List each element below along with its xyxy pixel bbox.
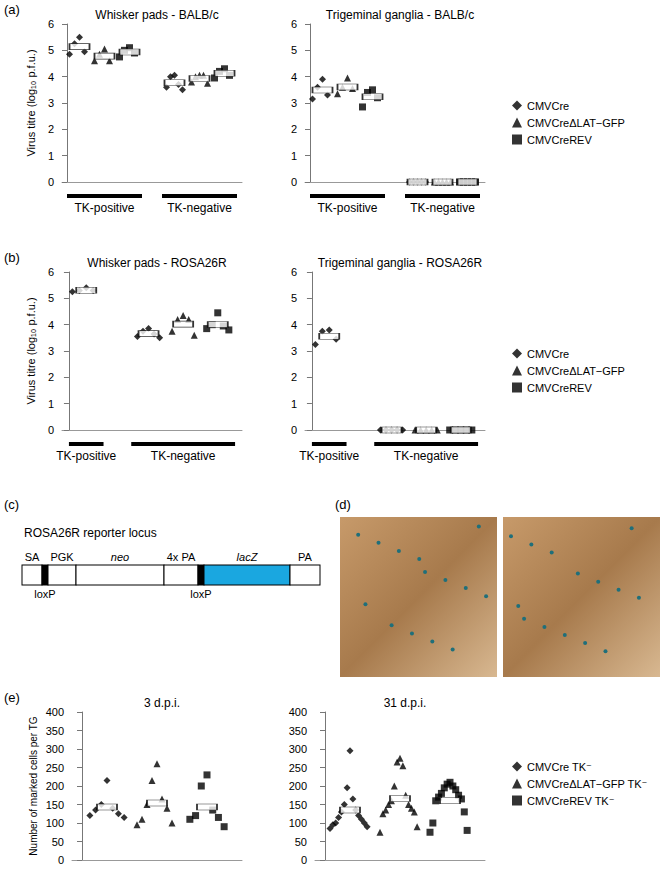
svg-text:3: 3 — [48, 97, 54, 109]
svg-text:CMVCre: CMVCre — [527, 348, 569, 360]
svg-text:4x PA: 4x PA — [167, 551, 196, 563]
svg-text:Trigeminal ganglia - BALB/c: Trigeminal ganglia - BALB/c — [326, 8, 474, 22]
svg-text:3: 3 — [48, 345, 54, 357]
svg-text:2: 2 — [48, 123, 54, 135]
svg-text:50: 50 — [295, 836, 307, 848]
svg-text:4: 4 — [291, 319, 297, 331]
html-text:(d): (d) — [335, 497, 351, 512]
svg-text:50: 50 — [52, 836, 64, 848]
svg-text:TK-positive: TK-positive — [299, 449, 359, 463]
svg-text:TK-positive: TK-positive — [56, 449, 116, 463]
svg-text:250: 250 — [289, 762, 307, 774]
html-text:(c): (c) — [4, 497, 20, 512]
svg-text:loxP: loxP — [34, 588, 55, 600]
svg-text:5: 5 — [48, 44, 54, 56]
svg-text:TK-negative: TK-negative — [151, 449, 216, 463]
svg-text:5: 5 — [291, 44, 297, 56]
svg-text:200: 200 — [289, 780, 307, 792]
svg-text:TK-negative: TK-negative — [394, 449, 459, 463]
svg-text:CMVCre TK⁻: CMVCre TK⁻ — [527, 761, 592, 773]
svg-text:0: 0 — [301, 854, 307, 866]
svg-text:2: 2 — [291, 371, 297, 383]
svg-text:CMVCreREV TK⁻: CMVCreREV TK⁻ — [527, 795, 615, 807]
svg-text:6: 6 — [48, 266, 54, 278]
svg-text:TK-negative: TK-negative — [410, 201, 475, 215]
svg-text:1: 1 — [291, 150, 297, 162]
svg-text:CMVCreΔLAT−GFP TK⁻: CMVCreΔLAT−GFP TK⁻ — [527, 778, 648, 790]
svg-text:250: 250 — [46, 762, 64, 774]
svg-text:350: 350 — [46, 725, 64, 737]
svg-text:0: 0 — [291, 424, 297, 436]
svg-text:ROSA26R reporter locus: ROSA26R reporter locus — [24, 526, 157, 540]
svg-text:3: 3 — [291, 97, 297, 109]
svg-text:150: 150 — [46, 799, 64, 811]
svg-text:6: 6 — [291, 18, 297, 30]
svg-text:Virus titre (log₁₀ p.f.u.): Virus titre (log₁₀ p.f.u.) — [25, 49, 37, 156]
svg-text:150: 150 — [289, 799, 307, 811]
svg-text:6: 6 — [48, 18, 54, 30]
svg-text:1: 1 — [291, 398, 297, 410]
html-text:(b): (b) — [4, 250, 20, 265]
svg-text:PGK: PGK — [50, 551, 74, 563]
svg-text:0: 0 — [48, 424, 54, 436]
svg-text:TK-positive: TK-positive — [317, 201, 377, 215]
svg-text:0: 0 — [291, 176, 297, 188]
svg-text:0: 0 — [58, 854, 64, 866]
svg-text:4: 4 — [291, 71, 297, 83]
svg-text:Virus titre (log₁₀ p.f.u.): Virus titre (log₁₀ p.f.u.) — [25, 297, 37, 404]
svg-text:400: 400 — [46, 706, 64, 718]
svg-text:CMVCreΔLAT−GFP: CMVCreΔLAT−GFP — [527, 117, 625, 129]
svg-text:2: 2 — [291, 123, 297, 135]
svg-text:neo: neo — [111, 551, 129, 563]
svg-text:6: 6 — [291, 266, 297, 278]
svg-text:300: 300 — [46, 743, 64, 755]
svg-text:loxP: loxP — [190, 588, 211, 600]
svg-text:Whisker pads - BALB/c: Whisker pads - BALB/c — [95, 8, 218, 22]
svg-text:PA: PA — [298, 551, 313, 563]
svg-text:lacZ: lacZ — [237, 551, 259, 563]
svg-text:400: 400 — [289, 706, 307, 718]
svg-text:CMVCre: CMVCre — [527, 100, 569, 112]
svg-text:Number of marked cells per TG: Number of marked cells per TG — [28, 716, 39, 856]
svg-text:0: 0 — [48, 176, 54, 188]
svg-text:CMVCreREV: CMVCreREV — [527, 382, 592, 394]
svg-text:CMVCreREV: CMVCreREV — [527, 134, 592, 146]
svg-text:2: 2 — [48, 371, 54, 383]
svg-text:200: 200 — [46, 780, 64, 792]
svg-text:TK-positive: TK-positive — [74, 201, 134, 215]
svg-text:TK-negative: TK-negative — [167, 201, 232, 215]
svg-text:4: 4 — [48, 319, 54, 331]
svg-text:31 d.p.i.: 31 d.p.i. — [384, 696, 427, 710]
svg-text:4: 4 — [48, 71, 54, 83]
svg-text:100: 100 — [289, 817, 307, 829]
svg-text:100: 100 — [46, 817, 64, 829]
svg-text:CMVCreΔLAT−GFP: CMVCreΔLAT−GFP — [527, 365, 625, 377]
svg-text:SA: SA — [25, 551, 40, 563]
svg-text:1: 1 — [48, 150, 54, 162]
svg-text:Whisker pads - ROSA26R: Whisker pads - ROSA26R — [87, 256, 227, 270]
svg-text:Trigeminal ganglia - ROSA26R: Trigeminal ganglia - ROSA26R — [318, 256, 483, 270]
svg-text:1: 1 — [48, 398, 54, 410]
svg-text:5: 5 — [291, 292, 297, 304]
html-text:(a): (a) — [4, 2, 20, 17]
svg-text:5: 5 — [48, 292, 54, 304]
svg-text:3 d.p.i.: 3 d.p.i. — [144, 696, 180, 710]
svg-text:350: 350 — [289, 725, 307, 737]
svg-text:3: 3 — [291, 345, 297, 357]
html-text:(e): (e) — [4, 690, 20, 705]
svg-text:300: 300 — [289, 743, 307, 755]
